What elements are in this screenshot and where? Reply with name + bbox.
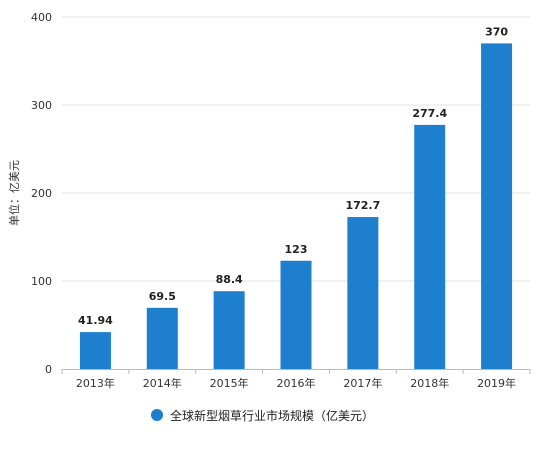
- y-axis-label: 单位：亿美元: [7, 160, 21, 226]
- data-label: 370: [485, 25, 508, 38]
- bars: [79, 43, 513, 370]
- x-tick-label: 2015年: [210, 376, 249, 390]
- legend-marker: [151, 409, 163, 421]
- data-label: 69.5: [149, 290, 176, 303]
- x-tick-label: 2017年: [343, 376, 382, 390]
- data-labels: 41.94 69.5 88.4 123 172.7 277.4 370: [78, 25, 508, 327]
- x-tick-label: 2019年: [477, 376, 516, 390]
- data-label: 123: [285, 243, 308, 256]
- x-tick-label: 2013年: [76, 376, 115, 390]
- y-axis-ticks: 0 100 200 300 400: [31, 11, 52, 376]
- data-label: 41.94: [78, 314, 113, 327]
- bar: [414, 124, 446, 369]
- x-tick-label: 2016年: [277, 376, 316, 390]
- bar: [280, 260, 312, 369]
- y-tick-label: 0: [45, 363, 52, 376]
- data-label: 277.4: [412, 107, 447, 120]
- legend: 全球新型烟草行业市场规模（亿美元）: [151, 405, 374, 425]
- bar: [481, 43, 513, 370]
- data-label: 172.7: [345, 199, 380, 212]
- bar: [79, 332, 111, 369]
- bar: [347, 217, 379, 369]
- y-tick-label: 100: [31, 275, 52, 288]
- x-tick-label: 2014年: [143, 376, 182, 390]
- x-axis-ticks: 2013年 2014年 2015年 2016年 2017年 2018年 2019年: [61, 369, 531, 390]
- legend-label: 全球新型烟草行业市场规模（亿美元）: [170, 408, 375, 423]
- y-tick-label: 400: [31, 11, 52, 24]
- bar: [146, 307, 178, 369]
- y-tick-label: 300: [31, 99, 52, 112]
- bar: [213, 291, 245, 369]
- gridlines: [62, 16, 530, 282]
- y-tick-label: 200: [31, 187, 52, 200]
- data-label: 88.4: [216, 273, 243, 286]
- x-tick-label: 2018年: [410, 376, 449, 390]
